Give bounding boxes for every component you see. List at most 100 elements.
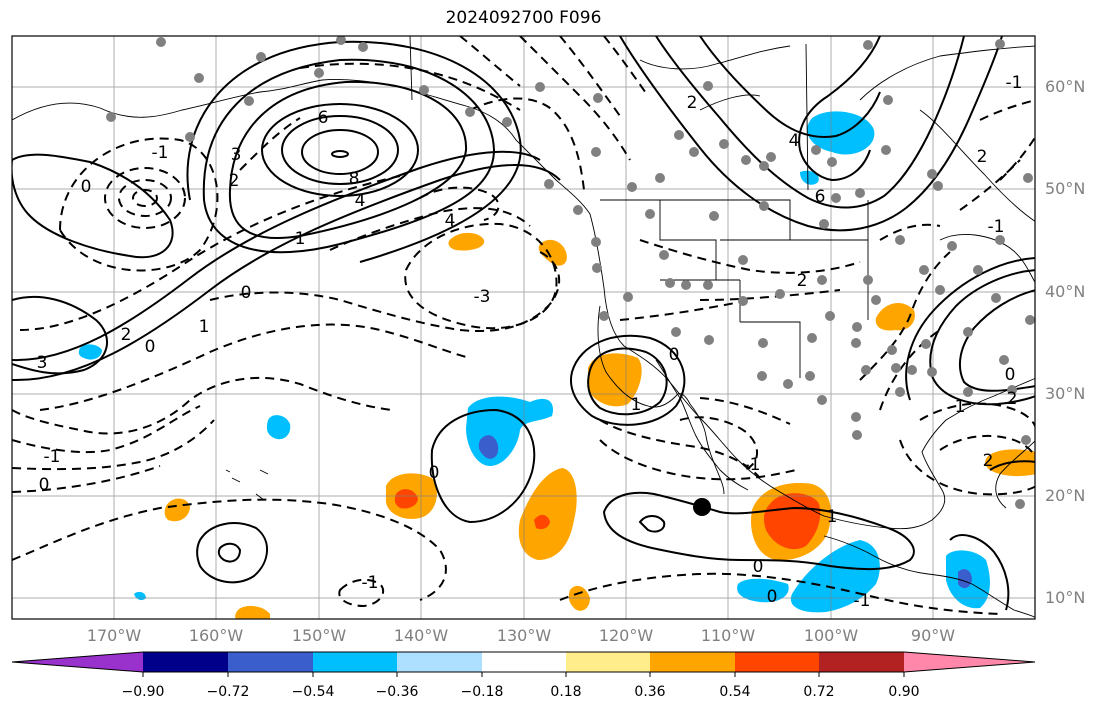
contour-label: 0: [145, 337, 156, 357]
colorbar: [11, 651, 1036, 677]
contour-label: 2: [229, 171, 240, 191]
contour-label: -1: [744, 455, 761, 475]
contour-label: -1: [988, 217, 1005, 237]
storm-center-marker: [693, 498, 711, 516]
contour-label: 1: [827, 507, 838, 527]
contour-label: 0: [767, 587, 778, 607]
contour-labels: 6 8 4 3 2 1 0 0 2 1 -1 0 -3 4 0 -1 0 -1 …: [37, 73, 1023, 611]
lon-label: 90°W: [910, 626, 956, 645]
lat-label: 30°N: [1045, 384, 1086, 403]
solid-contours: [12, 36, 1035, 611]
lat-label: 50°N: [1045, 179, 1086, 198]
lon-label: 120°W: [598, 626, 654, 645]
contour-label: 0: [241, 283, 252, 303]
shade-orange-coast: [538, 239, 567, 266]
shade-orange-baja: [588, 353, 642, 407]
shade-red-t2: [534, 514, 550, 530]
colorbar-tick-label: −0.54: [291, 684, 335, 700]
contour-label: 0: [429, 463, 440, 483]
colorbar-segment: [228, 652, 313, 672]
shade-blue-epac2: [790, 540, 880, 613]
contour-label: 6: [318, 108, 329, 128]
colorbar-tick-label: 0.18: [550, 684, 582, 700]
colorbar-high-extend: [904, 652, 1035, 672]
colorbar-segment: [566, 652, 650, 672]
contour-label: 0: [39, 475, 50, 495]
contour-label: 0: [1005, 365, 1016, 385]
contour-label: 1: [955, 397, 966, 417]
lat-label: 10°N: [1045, 588, 1086, 607]
colorbar-tick-label: 0.90: [888, 684, 920, 700]
lon-label: 110°W: [700, 626, 756, 645]
colorbar-tick-label: −0.90: [121, 684, 165, 700]
lat-label: 40°N: [1045, 282, 1086, 301]
colorbar-segment: [397, 652, 482, 672]
shade-orange-nepac: [448, 232, 485, 251]
map-frame: [11, 35, 1036, 620]
contour-label: 1: [295, 229, 306, 249]
contour-label: 2: [977, 147, 988, 167]
shade-blue-epac1: [737, 578, 789, 603]
contour-label: 4: [445, 211, 456, 231]
colorbar-segment: [650, 652, 735, 672]
colorbar-segment: [482, 652, 566, 672]
colorbar-tick-label: 0.36: [634, 684, 666, 700]
contour-label: -1: [44, 447, 61, 467]
lon-label: 150°W: [291, 626, 347, 645]
contour-label: 1: [631, 395, 642, 415]
contour-label: 6: [815, 187, 826, 207]
shade-blue-subtrop: [466, 396, 554, 466]
colorbar-segment: [143, 652, 228, 672]
dashed-contours: [12, 36, 1035, 615]
colorbar-tick-label: 0.54: [719, 684, 751, 700]
contour-label: 4: [355, 191, 366, 211]
colorbar-tick-label: −0.18: [460, 684, 504, 700]
shade-blue-west: [78, 344, 102, 360]
shade-orange-t3: [164, 498, 190, 522]
lat-label: 60°N: [1045, 77, 1086, 96]
shade-blue-hawaii-n: [266, 415, 291, 440]
shaded-regions: [78, 111, 1035, 619]
shade-blue-alaska-east-2: [800, 170, 819, 185]
contour-label: 4: [789, 131, 800, 151]
contour-label: -1: [854, 591, 871, 611]
contour-label: 0: [753, 557, 764, 577]
shade-orange-small2: [235, 605, 270, 619]
shade-blue-alaska-east: [807, 111, 875, 155]
contour-label: -1: [1006, 73, 1023, 93]
shade-orange-t2: [518, 468, 577, 560]
lon-label: 140°W: [393, 626, 449, 645]
colorbar-segment: [819, 652, 904, 672]
colorbar-tick-label: −0.72: [206, 684, 250, 700]
contour-label: 2: [121, 325, 132, 345]
colorbar-segment: [735, 652, 819, 672]
contour-label: 3: [231, 145, 242, 165]
shade-red-t1: [394, 489, 418, 509]
contour-label: 0: [669, 345, 680, 365]
colorbar-low-extend: [12, 652, 143, 672]
contour-label: -3: [474, 287, 491, 307]
colorbar-tick-label: 0.72: [803, 684, 835, 700]
lon-label: 130°W: [496, 626, 552, 645]
contour-label: 8: [349, 169, 360, 189]
contour-label: -1: [362, 573, 379, 593]
lon-label: 160°W: [188, 626, 244, 645]
contour-label: 3: [37, 353, 48, 373]
contour-label: 2: [1007, 389, 1018, 409]
contour-label: 0: [81, 177, 92, 197]
shade-blue-small: [134, 591, 146, 601]
contour-label: -1: [152, 143, 169, 163]
shade-blue-core: [478, 435, 499, 459]
shade-orange-central: [875, 303, 915, 331]
lon-label: 100°W: [803, 626, 859, 645]
shade-blue-core2: [958, 569, 972, 589]
contour-label: 2: [797, 271, 808, 291]
gridlines: [12, 36, 1035, 619]
contour-label: 2: [983, 451, 994, 471]
lon-label: 170°W: [86, 626, 142, 645]
contour-label: 1: [199, 317, 210, 337]
station-dots: [106, 36, 1035, 509]
lat-label: 20°N: [1045, 486, 1086, 505]
map-title: 2024092700 F096: [445, 8, 602, 28]
